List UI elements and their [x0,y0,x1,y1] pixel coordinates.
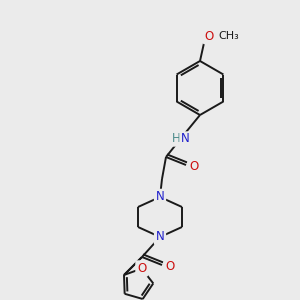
Text: N: N [181,133,189,146]
Text: N: N [156,190,164,203]
Text: O: O [165,260,175,272]
Text: O: O [189,160,199,172]
Text: H: H [172,133,180,146]
Text: CH₃: CH₃ [218,31,239,41]
Text: N: N [156,230,164,244]
Text: O: O [204,29,214,43]
Text: O: O [137,262,146,275]
